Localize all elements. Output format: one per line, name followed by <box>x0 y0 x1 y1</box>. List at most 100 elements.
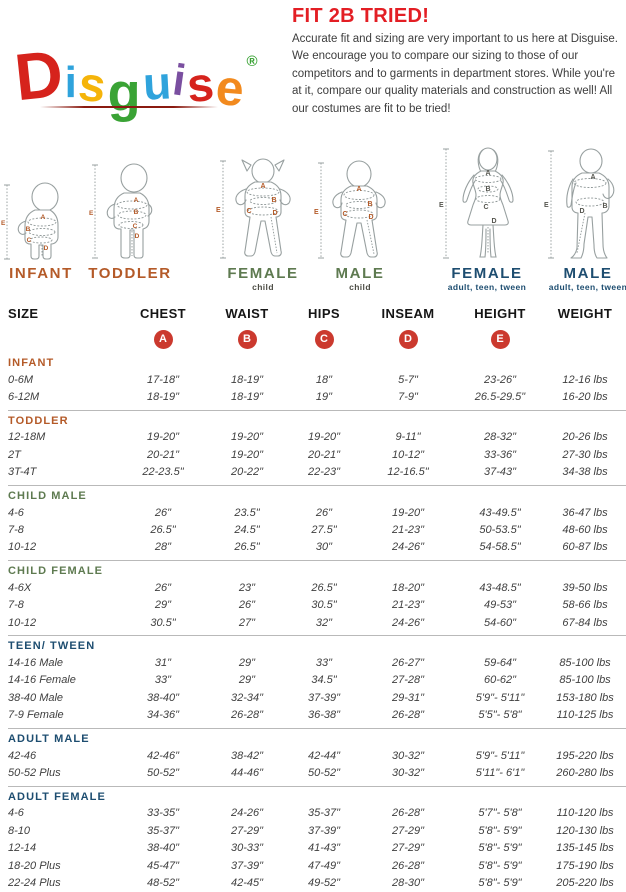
table-cell: 37-43" <box>483 466 517 479</box>
table-cell: 27.5" <box>311 524 337 537</box>
figure-label: FEMALE <box>227 265 299 282</box>
row-size-label: 14-16 Female <box>8 674 76 687</box>
table-row: 38-40 Male 38-40" 32-34" 37-39" 29-31" 5'9"- … <box>8 689 626 706</box>
column-header-inseam: INSEAM <box>381 306 435 321</box>
figure-infant: A B C D E INFANT <box>0 179 82 282</box>
column-header-weight: WEIGHT <box>557 306 613 321</box>
table-row: 42-46 42-46" 38-42" 42-44" 30-32" 5'9"- 5'11"… <box>8 747 626 764</box>
table-cell: 24-26" <box>391 541 425 554</box>
measure-letter-d: D <box>579 208 584 215</box>
male-adult-figure-drawing: A B D E <box>544 148 615 259</box>
section-header: INFANT <box>8 357 55 369</box>
measure-letter-e: E <box>216 207 221 214</box>
column-header-size: SIZE <box>8 306 39 321</box>
badge-cell: A <box>120 329 206 349</box>
table-cell: 29" <box>154 599 172 612</box>
table-cell: 30-33" <box>230 842 264 855</box>
table-cell: 21-23" <box>391 599 425 612</box>
measure-letter-e: E <box>89 210 94 217</box>
measure-badge-a: A <box>153 329 173 349</box>
row-size-label: 38-40 Male <box>8 691 64 704</box>
table-cell: 175-190 lbs <box>556 859 614 872</box>
head-outline <box>579 148 603 174</box>
table-cell: 18" <box>315 373 333 386</box>
height-ruler <box>548 150 554 259</box>
table-cell: 32" <box>315 616 333 629</box>
measure-letter-b: B <box>602 203 607 210</box>
table-cell: 36-47 lbs <box>562 506 608 519</box>
table-cell: 33" <box>315 656 333 669</box>
figure-male-adult: A B D E MALE adult, teen, tween <box>544 147 626 293</box>
table-cell: 10-12" <box>391 448 425 461</box>
table-cell: 26-27" <box>391 656 425 669</box>
table-cell: 195-220 lbs <box>556 749 614 762</box>
measure-letter-e: E <box>1 220 6 227</box>
table-cell: 50-52" <box>307 766 341 779</box>
table-row: 10-12 30.5" 27" 32" 24-26" 54-60" 67-84 lbs <box>8 614 626 631</box>
measure-letter-b: B <box>367 201 372 208</box>
table-cell: 18-19" <box>146 391 180 404</box>
table-row: 3T-4T 22-23.5" 20-22" 22-23" 12-16.5" 37-43" 3… <box>8 464 626 481</box>
table-cell: 30.5" <box>311 599 337 612</box>
table-cell: 33-35" <box>146 807 180 820</box>
table-cell: 85-100 lbs <box>559 656 611 669</box>
logo-letter: g <box>107 63 141 123</box>
head-outline <box>120 163 148 193</box>
row-size-label: 50-52 Plus <box>8 766 61 779</box>
table-header-row: SIZE CHEST WAIST HIPS INSEAM HEIGHT WEIGHT <box>8 306 626 321</box>
figure-label: MALE <box>335 265 385 282</box>
table-cell: 59-64" <box>483 656 517 669</box>
table-cell: 16-20 lbs <box>562 391 608 404</box>
table-cell: 26-28" <box>391 709 425 722</box>
table-cell: 85-100 lbs <box>559 674 611 687</box>
table-cell: 35-37" <box>307 807 341 820</box>
registered-mark: ® <box>246 53 258 70</box>
measure-letter-d: D <box>44 245 49 252</box>
table-cell: 26-28" <box>230 709 264 722</box>
table-row: 18-20 Plus 45-47" 37-39" 47-49" 26-28" 5'8"- … <box>8 857 626 874</box>
measure-letter-d: D <box>135 233 140 240</box>
table-cell: 18-20" <box>391 581 425 594</box>
table-cell: 5'8"- 5'9" <box>478 859 522 872</box>
row-size-label: 10-12 <box>8 616 37 629</box>
table-cell: 28" <box>154 541 172 554</box>
measure-letter-d: D <box>272 210 277 217</box>
table-cell: 5'8"- 5'9" <box>478 842 522 855</box>
table-row: 2T 20-21" 19-20" 20-21" 10-12" 33-36" 27-30 lb… <box>8 446 626 463</box>
table-cell: 27-29" <box>391 824 425 837</box>
figure-label: INFANT <box>9 265 73 282</box>
table-cell: 34-36" <box>146 709 180 722</box>
table-section: CHILD MALE 4-6 26" 23.5" 26" 19-20" 43-49.5" 36… <box>8 484 626 556</box>
row-size-label: 7-9 Female <box>8 709 64 722</box>
table-cell: 42-44" <box>307 749 341 762</box>
table-cell: 19-20" <box>391 506 425 519</box>
badge-cell: C <box>288 329 360 349</box>
measure-letter-a: A <box>590 174 595 181</box>
measure-letter-c: C <box>27 237 32 244</box>
figure-female-child: A B C D E FEMALE child <box>215 155 311 293</box>
table-cell: 42-46" <box>146 749 180 762</box>
table-cell: 29-31" <box>391 691 425 704</box>
table-cell: 7-9" <box>398 391 418 404</box>
table-cell: 32-34" <box>230 691 264 704</box>
table-cell: 5'9"- 5'11" <box>475 691 525 704</box>
table-cell: 27" <box>238 616 256 629</box>
badge-cell: E <box>456 329 544 349</box>
row-size-label: 12-18M <box>8 431 46 444</box>
table-cell: 26" <box>315 506 333 519</box>
measure-letter-a: A <box>356 186 361 193</box>
figure-sublabel: child <box>252 282 274 292</box>
intro-paragraph: Accurate fit and sizing are very importa… <box>292 33 618 115</box>
head-outline <box>346 160 372 188</box>
measure-letter-d: D <box>368 214 373 221</box>
table-cell: 67-84 lbs <box>562 616 608 629</box>
body-outline <box>244 181 282 257</box>
column-header-height: HEIGHT <box>474 306 526 321</box>
measure-letter-c: C <box>133 223 138 230</box>
badge-cell: B <box>206 329 288 349</box>
table-cell: 19" <box>315 391 333 404</box>
table-row: 22-24 Plus 48-52" 42-45" 49-52" 28-30" 5'8"- … <box>8 874 626 891</box>
table-cell: 26.5" <box>234 541 260 554</box>
table-cell: 38-40" <box>146 691 180 704</box>
